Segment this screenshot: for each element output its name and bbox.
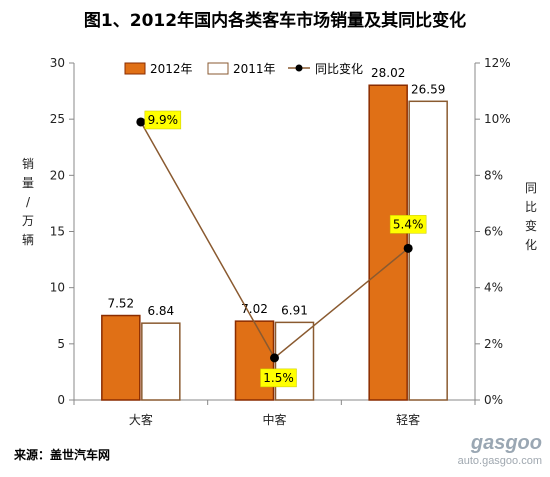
y-tick-label: 10 (50, 281, 65, 295)
y-tick-label: 30 (50, 56, 65, 70)
x-tick-label: 中客 (262, 412, 286, 427)
bar-2012-value-label: 28.02 (371, 66, 405, 80)
y2-tick-label: 6% (484, 225, 503, 239)
bar-2012 (101, 314, 141, 401)
legend-label-yoy: 同比变化 (315, 61, 363, 76)
y-tick-label: 20 (50, 168, 65, 182)
y-tick-label: 25 (50, 112, 65, 126)
yoy-label-highlight (389, 215, 427, 234)
y2-tick-label: 4% (484, 281, 503, 295)
legend-marker-yoy (295, 64, 303, 72)
watermark-brand: gasgoo (470, 432, 542, 454)
y-tick-label: 5 (57, 337, 65, 351)
legend-swatch-2012 (124, 62, 146, 75)
legend-swatch-2011 (207, 62, 229, 75)
y2-tick-label: 8% (484, 168, 503, 182)
y2-tick-label: 2% (484, 337, 503, 351)
bar-2011 (141, 322, 181, 401)
yoy-point (403, 243, 413, 253)
bar-2011 (274, 321, 315, 401)
bar-2011-value-label: 6.91 (281, 303, 308, 317)
chart-title: 图1、2012年国内各类客车市场销量及其同比变化 (83, 11, 467, 31)
yoy-label-highlight (144, 110, 182, 130)
bar-2012-value-label: 7.02 (241, 302, 268, 316)
yoy-label: 5.4% (393, 217, 424, 231)
y-tick-label: 15 (50, 225, 65, 239)
yoy-line (140, 121, 409, 360)
bar-2012 (368, 84, 408, 401)
watermark-url: auto.gasgoo.com (457, 455, 542, 467)
yoy-label: 1.5% (263, 371, 294, 385)
yoy-point (136, 117, 146, 127)
yoy-label-highlight (260, 368, 297, 388)
watermark-logo: gasgoo auto.gasgoo.com (458, 432, 542, 467)
x-tick-label: 轻客 (396, 412, 420, 427)
y2-tick-label: 10% (484, 112, 511, 126)
bar-2012-value-label: 7.52 (107, 297, 134, 311)
yoy-point (270, 353, 279, 363)
y2-tick-label: 12% (484, 56, 511, 70)
yoy-label: 9.9% (148, 113, 179, 127)
y-axis-title: 销量/万辆 (22, 157, 34, 247)
y-tick-label: 0 (57, 393, 65, 407)
y2-tick-label: 0% (484, 393, 503, 407)
bar-2011 (408, 100, 448, 401)
source-note: 来源：盖世汽车网 (14, 448, 111, 462)
bar-2011-value-label: 6.84 (147, 304, 174, 318)
y2-axis-title: 同比变化 (525, 181, 537, 252)
bar-2011-value-label: 26.59 (411, 82, 445, 96)
legend-label-2011: 2011年 (233, 62, 276, 76)
x-tick-label: 大客 (129, 412, 153, 427)
legend-label-2012: 2012年 (150, 62, 193, 76)
bar-2012 (234, 320, 275, 401)
